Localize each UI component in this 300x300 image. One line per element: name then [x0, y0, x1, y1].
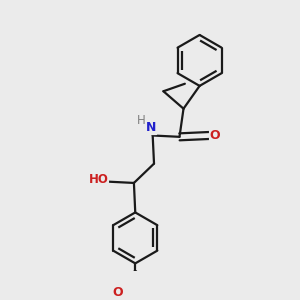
Text: N: N: [146, 122, 157, 134]
Text: O: O: [210, 129, 220, 142]
Text: H: H: [137, 114, 146, 127]
Text: HO: HO: [88, 173, 109, 187]
Text: O: O: [112, 286, 123, 299]
